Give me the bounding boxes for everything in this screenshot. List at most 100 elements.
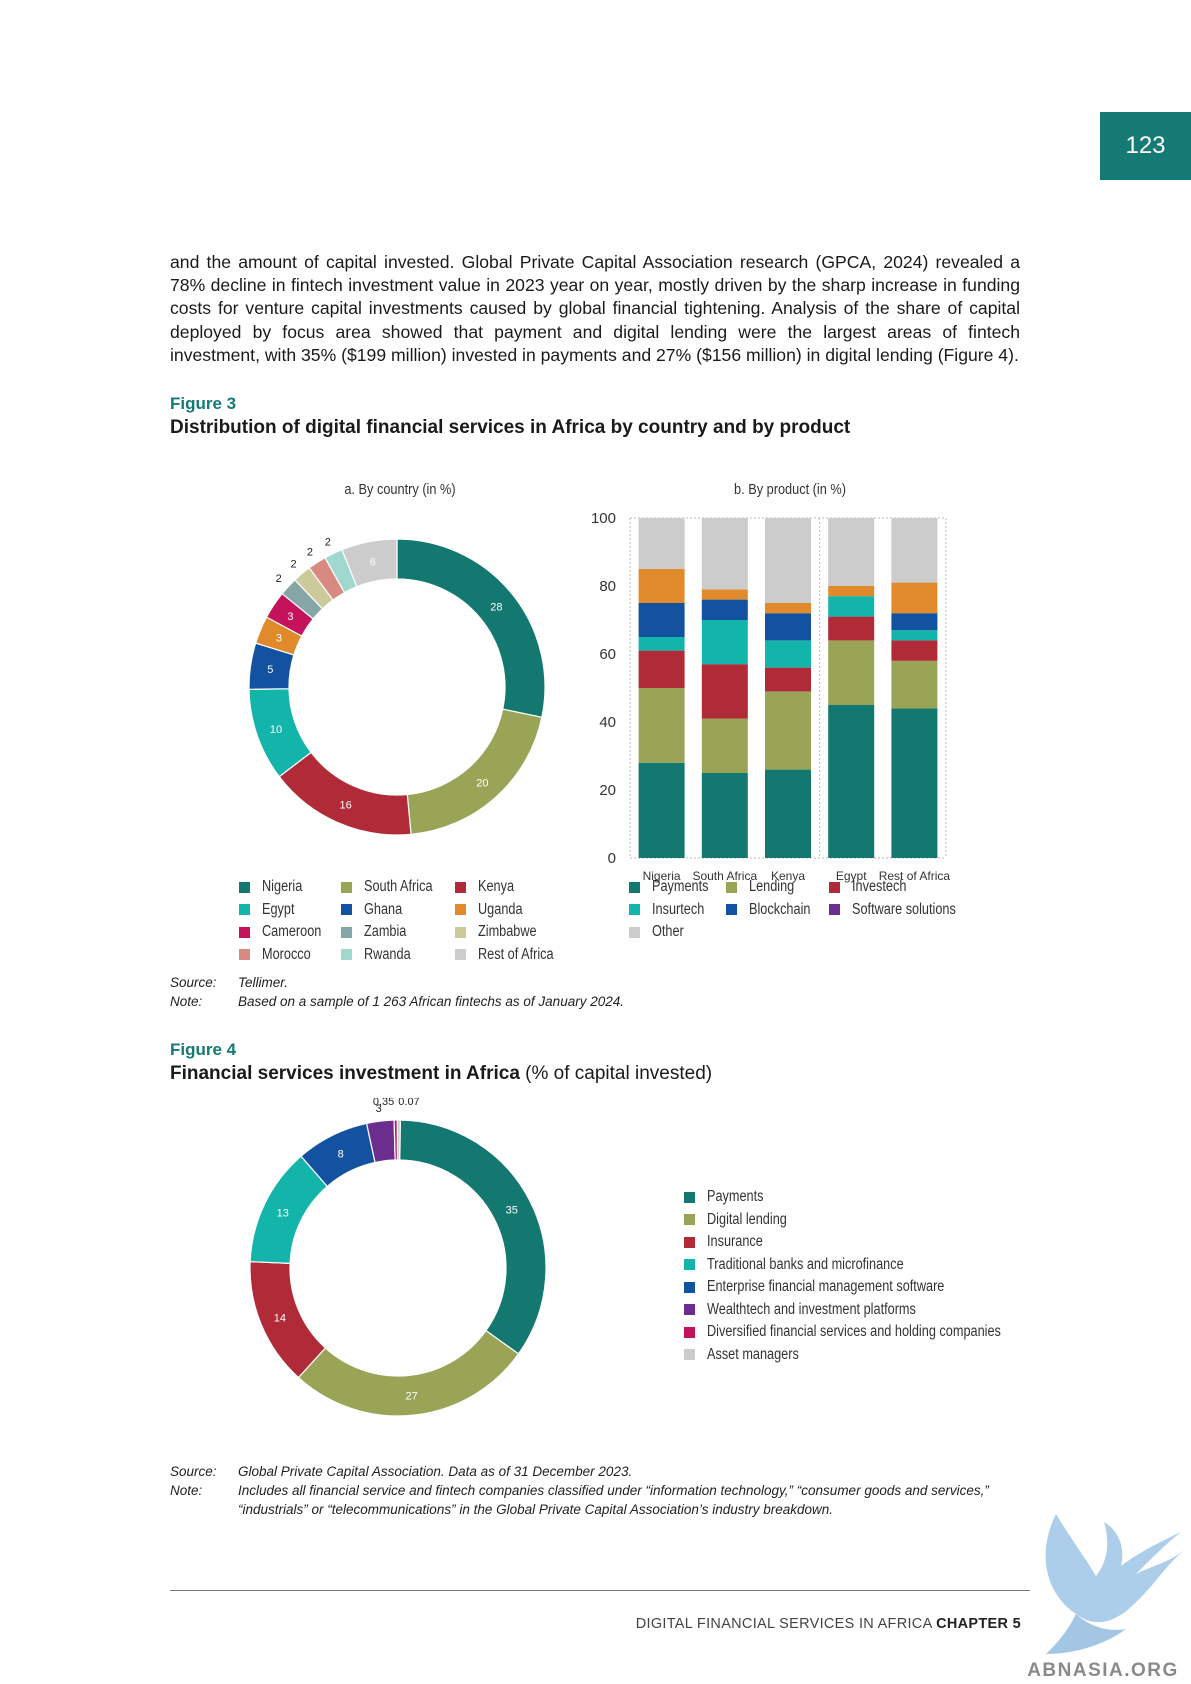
legend-label: Insurance (707, 1233, 763, 1251)
product-legend: Payments Lending Investech Insurtech Blockch… (629, 876, 969, 944)
figure4-title-suffix: (% of capital invested) (525, 1063, 713, 1084)
legend-item-insurtech: Insurtech (629, 899, 726, 922)
slice-rest-of-africa (341, 538, 398, 588)
figure3-source: Tellimer. (238, 975, 289, 990)
watermark-text: ABNASIA.ORG (1027, 1660, 1179, 1681)
slice-label-rest-of-africa: 6 (370, 556, 376, 568)
y-tick-label: 0 (608, 850, 616, 867)
slice-label-insurance: 14 (274, 1312, 286, 1324)
bar-segment-rest-of-africa-payments (891, 708, 938, 858)
legend-swatch (341, 881, 352, 893)
figure4-notes: Source: Global Private Capital Associatio… (170, 1462, 1028, 1519)
legend-item-digital-lending: Digital lending (684, 1209, 1024, 1232)
slice-insurance (249, 1261, 327, 1379)
legend-swatch (829, 881, 840, 893)
legend-item-asset-managers: Asset managers (684, 1344, 1024, 1367)
slice-label-rwanda: 2 (325, 537, 331, 549)
legend-swatch (684, 1259, 695, 1271)
figure4-source: Global Private Capital Association. Data… (238, 1464, 633, 1479)
bar-segment-rest-of-africa-lending (891, 660, 938, 709)
legend-swatch (239, 881, 250, 893)
legend-swatch (239, 904, 250, 916)
legend-item-rest-of-africa: Rest of Africa (455, 944, 555, 967)
y-tick-label: 20 (599, 782, 616, 799)
legend-item-rwanda: Rwanda (341, 944, 455, 967)
legend-swatch (341, 949, 352, 961)
legend-swatch (341, 926, 352, 938)
figure3-label: Figure 3 (170, 394, 237, 413)
legend-label: Insurtech (652, 900, 705, 918)
slice-label-digital-lending: 27 (406, 1390, 418, 1402)
y-tick-label: 60 (599, 646, 616, 663)
legend-swatch (684, 1191, 695, 1203)
slice-asset-managers (396, 1119, 402, 1161)
slice-label-south-africa: 20 (476, 777, 488, 789)
legend-item-lending: Lending (726, 876, 829, 899)
legend-item-investech: Investech (829, 876, 969, 899)
legend-swatch (455, 926, 466, 938)
figure3-title: Distribution of digital financial servic… (170, 417, 851, 438)
bar-segment-kenya-payments (765, 769, 811, 858)
legend-item-software-solutions: Software solutions (829, 899, 969, 922)
figure3-note: Based on a sample of 1 263 African finte… (238, 994, 624, 1009)
investment-legend: Payments Digital lending Insurance Traditio… (684, 1186, 1024, 1366)
bar-segment-egypt-other (828, 518, 875, 586)
slice-digital-lending (297, 1329, 520, 1417)
bar-segment-rest-of-africa-other (891, 518, 938, 583)
legend-swatch (829, 904, 840, 916)
bar-segment-rest-of-africa-other-orange (891, 582, 938, 614)
legend-item-uganda: Uganda (455, 899, 555, 922)
legend-swatch (455, 904, 466, 916)
watermark-logo: ABNASIA.ORG (1027, 1514, 1186, 1681)
bar-segment-south-africa-payments (701, 773, 748, 858)
legend-swatch (455, 949, 466, 961)
legend-label: Software solutions (852, 900, 956, 918)
bar-segment-egypt-insurtech (828, 596, 875, 617)
legend-label: Rest of Africa (478, 945, 554, 963)
bar-segment-south-africa-insurtech (701, 620, 748, 665)
bar-segment-south-africa-lending (701, 718, 748, 773)
bar-segment-nigeria-lending (638, 688, 685, 763)
legend-label: Wealthtech and investment platforms (707, 1300, 916, 1318)
legend-item-enterprise-financial-management-software: Enterprise financial management software (684, 1276, 1024, 1299)
legend-swatch (239, 949, 250, 961)
legend-label: Zimbabwe (478, 923, 537, 941)
y-tick-label: 100 (591, 510, 616, 527)
page-number: 123 (1100, 112, 1191, 180)
bar-segment-egypt-lending (828, 640, 875, 705)
slice-kenya (278, 751, 412, 836)
footer: DIGITAL FINANCIAL SERVICES IN AFRICA CHA… (636, 1616, 1021, 1632)
bar-segment-rest-of-africa-insurtech (891, 630, 938, 641)
footer-title: DIGITAL FINANCIAL SERVICES IN AFRICA (635, 1616, 932, 1632)
legend-swatch (239, 926, 250, 938)
legend-label: Diversified financial services and holdi… (707, 1323, 1001, 1341)
legend-swatch (341, 904, 352, 916)
bar-segment-south-africa-blockchain (701, 599, 748, 620)
legend-swatch (726, 881, 737, 893)
slice-label-diversified-financial-services-and-holding-companies: 0.35 (373, 1098, 394, 1108)
slice-label-kenya: 16 (340, 799, 352, 811)
legend-label: Blockchain (749, 900, 811, 918)
legend-swatch (455, 881, 466, 893)
legend-item-payments: Payments (684, 1186, 1024, 1209)
legend-label: Morocco (262, 945, 311, 963)
slice-label-asset-managers: 0.07 (398, 1098, 419, 1108)
legend-label: Kenya (478, 878, 515, 896)
figure4-title: Financial services investment in Africa … (170, 1063, 712, 1085)
bar-segment-kenya-investech (765, 667, 811, 692)
legend-swatch (684, 1349, 695, 1361)
y-tick-label: 40 (599, 714, 616, 731)
legend-label: Enterprise financial management software (707, 1278, 945, 1296)
slice-label-traditional-banks-and-microfinance: 13 (277, 1207, 289, 1219)
legend-label: Egypt (262, 900, 295, 918)
slice-south-africa (406, 708, 543, 835)
legend-label: Traditional banks and microfinance (707, 1255, 904, 1273)
source-key: Source: (170, 1464, 217, 1479)
legend-label: Ghana (364, 900, 403, 918)
x-tick-label-nigeria: Nigeria (643, 869, 681, 883)
product-stacked-bar-chart: 0 20 40 60 80 100 Nigeria South Africa Kenya Egyp… (591, 510, 950, 883)
legend-label: Zambia (364, 923, 407, 941)
bar-segment-nigeria-payments (638, 762, 685, 858)
x-tick-label-south-africa: South Africa (692, 869, 757, 883)
